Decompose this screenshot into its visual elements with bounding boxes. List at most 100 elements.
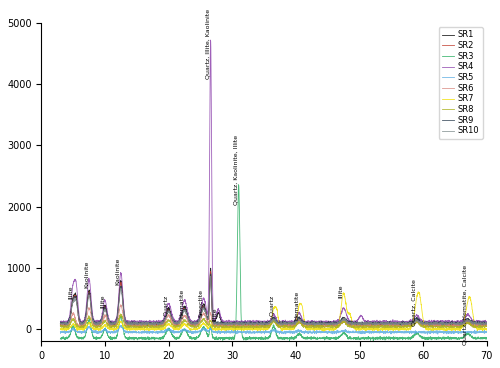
SR7 <box>415 290 421 294</box>
SR10 <box>430 322 436 326</box>
SR2 <box>310 325 316 329</box>
SR8 <box>132 325 138 329</box>
SR7 <box>58 327 64 331</box>
SR8 <box>106 323 112 327</box>
Line: SR9: SR9 <box>60 274 487 325</box>
SR9 <box>132 322 138 326</box>
Text: Quartz, Kaolinite, Illite: Quartz, Kaolinite, Illite <box>234 135 238 205</box>
Text: Quartz, Illite, Kaolinite: Quartz, Illite, Kaolinite <box>206 9 210 79</box>
SR8 <box>58 323 64 327</box>
Text: Hematite: Hematite <box>180 289 184 318</box>
SR9 <box>221 320 227 325</box>
Line: SR10: SR10 <box>60 276 487 326</box>
SR8 <box>484 324 490 329</box>
SR5 <box>132 330 138 335</box>
SR5 <box>424 332 430 336</box>
Line: SR5: SR5 <box>60 326 487 334</box>
SR5 <box>118 323 124 328</box>
SR7 <box>221 327 227 331</box>
SR1 <box>484 322 490 326</box>
SR4 <box>484 320 490 325</box>
SR2 <box>132 322 138 327</box>
SR3 <box>132 336 138 341</box>
SR6 <box>484 323 490 327</box>
SR5 <box>476 330 482 335</box>
SR2 <box>106 322 112 326</box>
Line: SR8: SR8 <box>60 314 487 329</box>
SR2 <box>208 269 214 274</box>
SR3 <box>430 335 436 340</box>
SR3 <box>240 334 246 338</box>
SR4 <box>476 319 482 323</box>
SR8 <box>250 326 256 331</box>
SR7 <box>106 326 112 330</box>
Line: SR2: SR2 <box>60 272 487 327</box>
SR4 <box>132 319 138 323</box>
SR3 <box>58 337 64 341</box>
SR6 <box>240 323 246 327</box>
Line: SR4: SR4 <box>60 40 487 324</box>
Legend: SR1, SR2, SR3, SR4, SR5, SR6, SR7, SR8, SR9, SR10: SR1, SR2, SR3, SR4, SR5, SR6, SR7, SR8, … <box>438 27 482 139</box>
SR1 <box>240 322 246 326</box>
SR5 <box>430 330 436 334</box>
SR6 <box>58 323 64 328</box>
SR5 <box>58 329 64 334</box>
SR8 <box>240 324 246 329</box>
SR5 <box>240 330 246 334</box>
SR4 <box>240 319 246 324</box>
SR2 <box>240 323 246 328</box>
SR7 <box>430 326 436 331</box>
SR1 <box>132 322 138 326</box>
SR8 <box>476 324 482 329</box>
SR6 <box>476 323 482 328</box>
SR10 <box>484 322 490 326</box>
SR10 <box>106 321 112 325</box>
SR1 <box>58 322 64 326</box>
SR8 <box>221 325 227 330</box>
SR10 <box>312 323 318 328</box>
SR10 <box>58 322 64 326</box>
SR3 <box>106 335 112 340</box>
SR6 <box>430 322 436 326</box>
SR2 <box>58 324 64 328</box>
SR9 <box>106 319 112 324</box>
SR6 <box>106 322 112 326</box>
Line: SR1: SR1 <box>60 268 487 326</box>
SR10 <box>476 322 482 327</box>
SR1 <box>106 321 112 325</box>
Line: SR3: SR3 <box>60 185 487 341</box>
SR8 <box>430 324 436 328</box>
SR1 <box>476 322 482 326</box>
SR9 <box>58 321 64 326</box>
SR7 <box>484 328 490 333</box>
Text: Illite: Illite <box>212 307 217 321</box>
SR4 <box>368 322 374 326</box>
SR10 <box>221 321 227 325</box>
SR9 <box>208 272 214 276</box>
SR3 <box>370 339 376 343</box>
SR5 <box>106 330 112 335</box>
SR7 <box>240 326 246 330</box>
SR10 <box>208 274 214 279</box>
SR3 <box>476 336 482 340</box>
SR8 <box>118 312 124 316</box>
SR2 <box>484 323 490 328</box>
Text: Illite: Illite <box>100 295 105 308</box>
SR5 <box>484 330 490 335</box>
SR9 <box>484 321 490 326</box>
Text: Hematite: Hematite <box>294 291 299 321</box>
SR9 <box>476 320 482 324</box>
Text: Quartz: Quartz <box>268 295 274 316</box>
SR1 <box>221 322 227 327</box>
Text: Kaolinite: Kaolinite <box>116 257 121 284</box>
Text: Kaolinite: Kaolinite <box>84 260 89 288</box>
SR4 <box>106 316 112 321</box>
SR2 <box>430 323 436 327</box>
Text: Illite: Illite <box>68 286 73 299</box>
SR7 <box>476 327 482 332</box>
SR2 <box>476 323 482 327</box>
SR7 <box>132 327 138 332</box>
SR10 <box>132 321 138 325</box>
SR5 <box>221 330 227 334</box>
SR3 <box>221 336 227 340</box>
